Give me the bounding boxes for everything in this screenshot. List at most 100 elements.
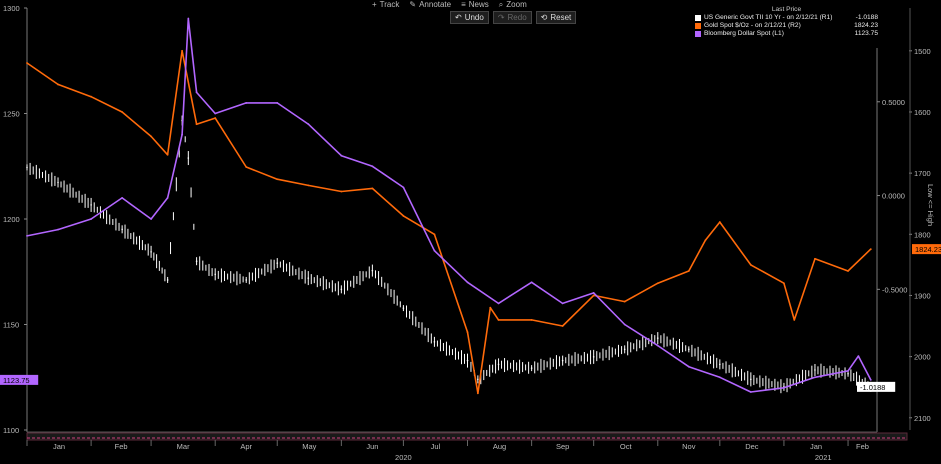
chart-toolbar: + Track ✎ Annotate ≡ News ⌕ Zoom (372, 0, 527, 9)
series-point-1 (181, 49, 184, 52)
x-tick-label-3: Apr (240, 442, 252, 451)
history-toolbar: ↶ Undo ↷ Redo ⟲ Reset (450, 11, 577, 24)
series-point-1 (561, 325, 564, 327)
series-point-1 (466, 331, 469, 334)
left-tick-label-0: 1300 (3, 4, 20, 13)
series-point-1 (476, 392, 479, 395)
series-point-1 (656, 282, 659, 285)
series-point-1 (307, 184, 310, 187)
x-tick-label-10: Nov (682, 442, 696, 451)
series-point-1 (704, 239, 707, 242)
time-scroll-strip (26, 432, 908, 441)
series-point-1 (26, 62, 28, 64)
tii-point (166, 279, 169, 281)
right1-tick-label-0: 0.5000 (882, 98, 905, 107)
legend-entry-tii[interactable]: US Generic Govt TII 10 Yr - on 2/12/21 (… (695, 14, 878, 22)
legend-header: Last Price (771, 6, 802, 13)
right1-tick-label-1: 0.0000 (882, 192, 905, 201)
legend-entry-gold[interactable]: Gold Spot $/Oz - on 2/12/21 (R2) 1824.23 (695, 22, 878, 30)
zoom-tool[interactable]: ⌕ Zoom (498, 0, 527, 9)
series-point-2 (530, 281, 533, 284)
tii-point (530, 367, 533, 369)
series-1 (26, 49, 872, 395)
series-point-2 (166, 197, 169, 199)
series-point-1 (530, 319, 533, 321)
tii-point (307, 277, 310, 279)
series-point-1 (214, 117, 217, 119)
x-tick-label-13: Feb (856, 442, 869, 451)
series-point-2 (857, 355, 860, 358)
tii-point (150, 251, 152, 253)
series-point-1 (847, 270, 849, 272)
left-tick-label-4: 1100 (3, 426, 19, 435)
x-tick-label-0: Jan (53, 442, 65, 451)
x-tick-label-9: Oct (620, 442, 633, 451)
tii-point (814, 369, 816, 371)
right2-tick-label-2: 1700 (914, 169, 931, 178)
tii-point (477, 378, 479, 381)
legend-swatch-tii (695, 15, 701, 21)
series-point-2 (497, 302, 500, 305)
tii-point (402, 307, 405, 309)
series-point-2 (26, 234, 28, 237)
series-point-2 (623, 323, 626, 326)
legend-entry-dollar[interactable]: Bloomberg Dollar Spot (L1) 1123.75 (695, 30, 878, 38)
series-point-2 (90, 218, 93, 220)
series-point-1 (497, 319, 500, 321)
tii-point (656, 337, 659, 339)
track-icon: + (372, 0, 377, 9)
series-point-1 (592, 294, 595, 297)
redo-button[interactable]: ↷ Redo (492, 11, 532, 24)
series-point-2 (783, 386, 785, 389)
tii-point (561, 359, 564, 362)
undo-button[interactable]: ↶ Undo (450, 11, 489, 24)
series-point-2 (718, 376, 721, 379)
series-point-2 (592, 291, 595, 294)
tag-dollar: 1123.75 (3, 376, 30, 385)
right2-tick-label-1: 1600 (914, 108, 931, 117)
series-point-2 (276, 102, 279, 104)
series-line-2 (26, 17, 872, 393)
tag-gold-bg (912, 244, 941, 255)
series-point-1 (718, 221, 721, 223)
series-point-2 (307, 123, 310, 125)
series-point-1 (433, 233, 436, 236)
series-point-1 (783, 282, 785, 285)
tii-point (466, 359, 469, 362)
series-point-1 (623, 300, 626, 303)
series-point-2 (121, 197, 124, 199)
x-tick-label-2: Mar (177, 442, 190, 451)
tii-point (847, 372, 849, 375)
legend-swatch-dollar (695, 31, 701, 37)
reset-button[interactable]: ⟲ Reset (535, 11, 577, 24)
right2-tick-label-6: 2100 (914, 414, 931, 423)
series-point-2 (433, 249, 436, 252)
tii-point (340, 288, 343, 291)
series-point-2 (214, 112, 217, 115)
x-tick-label-4: May (302, 442, 316, 451)
series-point-1 (150, 135, 152, 138)
series-point-2 (181, 133, 184, 136)
year-label-2020: 2020 (395, 453, 412, 462)
series-point-2 (402, 186, 405, 189)
legend-swatch-gold (695, 23, 701, 29)
series-point-1 (166, 153, 169, 156)
track-tool[interactable]: + Track (372, 0, 400, 9)
x-tick-label-12: Jan (810, 442, 822, 451)
right-axis-title: Low <= High (926, 184, 935, 226)
tii-point (245, 279, 248, 281)
tii-point (90, 204, 92, 206)
series-line-1 (26, 50, 872, 395)
right1-tick-label-2: -0.5000 (882, 285, 907, 294)
series-point-1 (276, 178, 279, 181)
series-point-1 (749, 263, 752, 266)
tag-gold: 1824.23 (915, 245, 941, 254)
right2-tick-label-3: 1800 (914, 230, 931, 239)
annotate-tool[interactable]: ✎ Annotate (409, 0, 452, 9)
series-point-2 (245, 102, 248, 104)
news-tool[interactable]: ≡ News (461, 0, 489, 9)
series-point-2 (340, 154, 343, 157)
series-0 (26, 115, 872, 394)
left-tick-label-3: 1150 (3, 321, 19, 330)
